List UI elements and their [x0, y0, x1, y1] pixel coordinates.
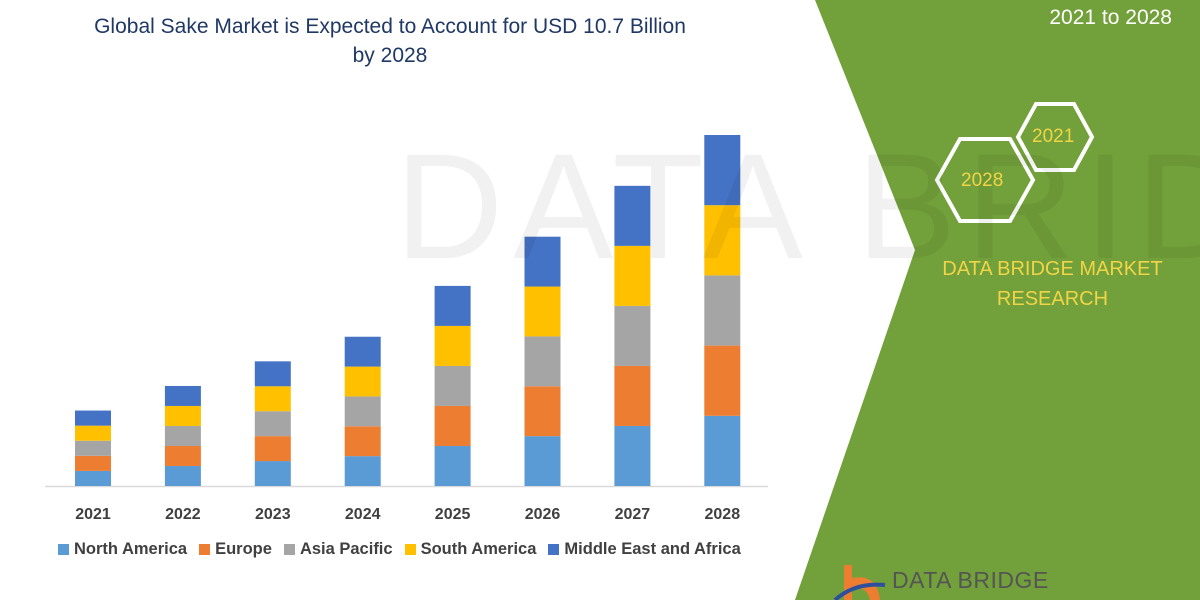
hex-label-2021: 2021 [1032, 126, 1075, 147]
legend: North America Europe Asia Pacific South Ame… [58, 540, 741, 559]
legend-swatch [199, 544, 211, 555]
bar-segment-middle-east-and-africa-2025 [434, 285, 471, 326]
legend-swatch [58, 544, 69, 555]
bar-segment-north-america-2026 [524, 436, 561, 486]
x-tick-label: 2024 [345, 506, 381, 523]
chart-title: Global Sake Market is Expected to Accoun… [40, 12, 740, 70]
x-tick-label: 2021 [75, 506, 111, 523]
bar-segment-europe-2028 [704, 345, 741, 416]
x-tick-label: 2026 [525, 506, 561, 523]
bar-segment-asia-pacific-2026 [524, 336, 561, 387]
brand-text: DATA BRIDGE MARKET RESEARCH [925, 254, 1180, 314]
legend-item: Asia Pacific [283, 540, 393, 559]
x-tick-label: 2027 [615, 506, 651, 523]
title-line-2: by 2028 [352, 44, 428, 67]
bar-segment-middle-east-and-africa-2026 [524, 236, 561, 287]
logo-text: DATA BRIDGE [892, 567, 1049, 593]
bar-segment-south-america-2026 [524, 286, 561, 337]
bar-segment-europe-2022 [164, 445, 201, 466]
bar-segment-asia-pacific-2023 [254, 411, 291, 437]
bar-segment-north-america-2027 [614, 425, 651, 486]
bar-segment-north-america-2025 [434, 445, 471, 486]
legend-item: North America [58, 540, 187, 559]
chart-plot-area: 2021 2022 2023 2024 2025 2026 2027 2028 [45, 135, 768, 523]
bar-segment-south-america-2021 [75, 425, 111, 441]
bar-segment-europe-2027 [614, 365, 651, 426]
bar-segment-europe-2021 [75, 455, 111, 471]
legend-swatch [548, 544, 560, 555]
hexagon-2028 [934, 137, 1036, 223]
hexagon-2021 [1015, 102, 1095, 172]
bar-segment-europe-2024 [344, 426, 381, 457]
x-tick-label: 2025 [435, 506, 471, 523]
brand-line-1: DATA BRIDGE MARKET [942, 258, 1163, 280]
legend-item: South America [404, 540, 537, 559]
x-tick-label: 2023 [255, 506, 291, 523]
bar-segment-middle-east-and-africa-2023 [254, 361, 291, 387]
green-side-panel [795, 0, 1200, 600]
bar-segment-south-america-2024 [344, 366, 381, 397]
bar-segment-asia-pacific-2022 [164, 425, 201, 446]
bar-segment-middle-east-and-africa-2028 [704, 135, 741, 206]
legend-label: Europe [215, 540, 272, 558]
bar-segment-north-america-2021 [75, 470, 111, 486]
legend-label: South America [420, 540, 537, 558]
bar-segment-middle-east-and-africa-2027 [614, 185, 651, 246]
forecast-period: 2021 to 2028 [1049, 6, 1172, 29]
legend-item: Europe [199, 540, 272, 559]
legend-label: North America [74, 540, 188, 558]
bar-segment-south-america-2027 [614, 245, 651, 306]
legend-item: Middle East and Africa [548, 540, 741, 559]
bar-segment-asia-pacific-2028 [704, 275, 741, 346]
bar-segment-middle-east-and-africa-2022 [164, 385, 201, 406]
watermark-text: DATA BRIDGE [395, 122, 1200, 290]
bar-segment-north-america-2028 [704, 415, 741, 486]
bar-segment-north-america-2023 [254, 461, 291, 486]
bar-segment-europe-2023 [254, 436, 291, 462]
bar-segment-europe-2026 [524, 386, 561, 437]
bar-segment-asia-pacific-2027 [614, 305, 651, 366]
legend-label: Middle East and Africa [564, 540, 741, 558]
hex-label-2028: 2028 [961, 170, 1004, 191]
bar-segment-south-america-2023 [254, 386, 291, 412]
bar-segment-middle-east-and-africa-2024 [344, 336, 381, 367]
bar-segment-asia-pacific-2024 [344, 396, 381, 427]
brand-line-2: RESEARCH [996, 288, 1109, 310]
bar-segment-north-america-2024 [344, 456, 381, 486]
bar-segment-north-america-2022 [164, 465, 201, 486]
logo-icon [833, 565, 886, 600]
bar-segment-south-america-2028 [704, 205, 741, 276]
legend-swatch [283, 544, 295, 555]
bar-segment-europe-2025 [434, 405, 471, 446]
x-tick-label: 2022 [165, 506, 201, 523]
legend-label: Asia Pacific [299, 540, 393, 558]
legend-swatch [404, 544, 416, 555]
bar-segment-south-america-2025 [434, 325, 471, 366]
bar-segment-middle-east-and-africa-2021 [75, 410, 111, 426]
bar-segment-asia-pacific-2021 [75, 440, 111, 456]
bar-segment-south-america-2022 [164, 405, 201, 426]
title-line-1: Global Sake Market is Expected to Accoun… [94, 15, 686, 38]
bar-segment-asia-pacific-2025 [434, 365, 471, 406]
x-tick-label: 2028 [705, 506, 741, 523]
